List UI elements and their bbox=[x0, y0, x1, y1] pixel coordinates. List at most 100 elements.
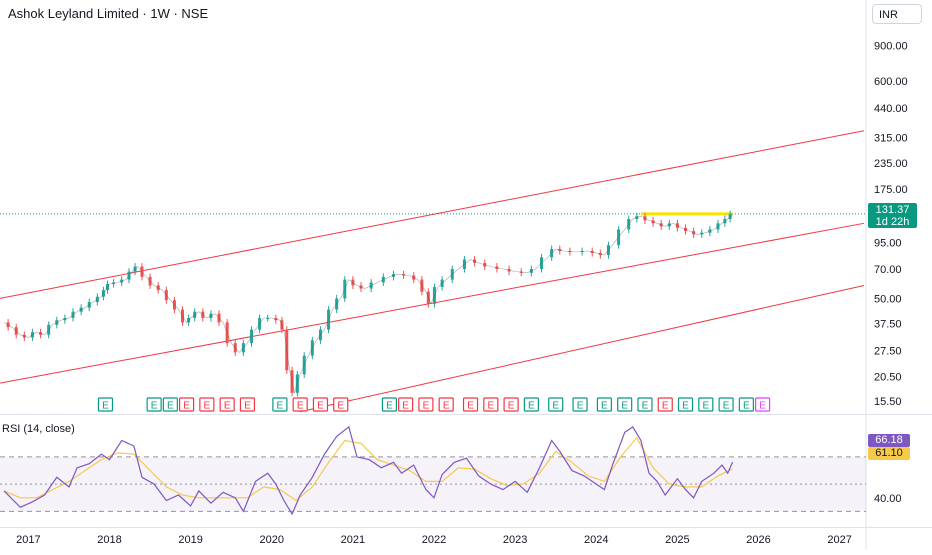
earnings-marker-box bbox=[162, 397, 178, 412]
price-axis-label: 50.00 bbox=[874, 293, 902, 305]
rsi-indicator-label[interactable]: RSI (14, close) bbox=[2, 423, 75, 435]
earnings-marker: E bbox=[398, 397, 414, 412]
earnings-marker: E bbox=[718, 397, 734, 412]
earnings-marker-label: E bbox=[621, 401, 628, 412]
earnings-marker-box bbox=[548, 397, 564, 412]
earnings-marker-label: E bbox=[528, 401, 535, 412]
earnings-marker-label: E bbox=[759, 401, 766, 412]
price-axis-label: 95.00 bbox=[874, 237, 902, 249]
earnings-marker: E bbox=[381, 397, 398, 412]
axes-layer: 900.00 600.00 440.00 315.00 235.00 175.00 95.0… bbox=[16, 41, 908, 546]
earnings-marker-label: E bbox=[337, 401, 344, 412]
earnings-marker-label: E bbox=[423, 401, 430, 412]
earnings-marker: E bbox=[312, 397, 329, 412]
earnings-marker-label: E bbox=[244, 401, 251, 412]
earnings-marker: E bbox=[698, 397, 714, 412]
earnings-marker-label: E bbox=[102, 401, 109, 412]
time-axis-label: 2021 bbox=[341, 534, 365, 546]
earnings-marker: E bbox=[97, 397, 114, 412]
earnings-marker-label: E bbox=[183, 401, 190, 412]
time-axis-label: 2023 bbox=[503, 534, 527, 546]
earnings-marker-box bbox=[503, 397, 519, 412]
rsi-line bbox=[3, 425, 734, 516]
earnings-marker: E bbox=[617, 397, 633, 412]
price-axis-label: 440.00 bbox=[874, 103, 908, 115]
bar-countdown: 1d 22h bbox=[875, 216, 910, 228]
rsi-ma-line bbox=[3, 436, 733, 502]
channel-lines-layer bbox=[0, 130, 866, 413]
time-axis-label: 2018 bbox=[97, 534, 121, 546]
earnings-marker: E bbox=[438, 397, 454, 412]
price-axis-label: 900.00 bbox=[874, 41, 908, 53]
earnings-marker: E bbox=[483, 397, 499, 412]
time-axis-label: 2026 bbox=[746, 534, 770, 546]
earnings-marker-box bbox=[462, 397, 479, 412]
earnings-marker-box bbox=[398, 397, 414, 412]
earnings-marker-box bbox=[754, 397, 771, 412]
price-axis-label: 15.50 bbox=[874, 396, 902, 408]
earnings-marker-box bbox=[333, 397, 349, 412]
channel-line bbox=[0, 130, 865, 299]
time-axis-label: 2022 bbox=[422, 534, 446, 546]
earnings-marker: E bbox=[333, 397, 349, 412]
earnings-marker-label: E bbox=[723, 401, 730, 412]
earnings-marker-label: E bbox=[402, 401, 409, 412]
earnings-marker: E bbox=[239, 397, 256, 412]
earnings-marker-label: E bbox=[467, 401, 474, 412]
currency-button[interactable]: INR bbox=[872, 4, 922, 24]
earnings-marker: E bbox=[199, 397, 215, 412]
earnings-marker-box bbox=[146, 397, 162, 412]
last-price-tag: 131.37 1d 22h bbox=[868, 203, 917, 228]
earnings-marker-box bbox=[178, 397, 195, 412]
price-close-line bbox=[3, 213, 733, 394]
earnings-marker-box bbox=[292, 397, 308, 412]
rsi-ma-value-tag: 61.10 bbox=[868, 447, 910, 460]
time-axis-label: 2019 bbox=[178, 534, 202, 546]
earnings-marker: E bbox=[292, 397, 308, 412]
earnings-marker-label: E bbox=[662, 401, 669, 412]
price-axis-label: 600.00 bbox=[874, 76, 908, 88]
earnings-marker: E bbox=[754, 397, 771, 412]
earnings-marker-label: E bbox=[702, 401, 709, 412]
earnings-marker-label: E bbox=[386, 401, 393, 412]
earnings-marker-box bbox=[418, 397, 434, 412]
symbol-title[interactable]: Ashok Leyland Limited · 1W · NSE bbox=[8, 6, 209, 21]
price-axis-label: 27.50 bbox=[874, 346, 902, 358]
time-axis-label: 2027 bbox=[827, 534, 851, 546]
earnings-marker-label: E bbox=[204, 401, 211, 412]
earnings-marker: E bbox=[637, 397, 653, 412]
earnings-marker-label: E bbox=[277, 401, 284, 412]
rsi-pane bbox=[0, 425, 866, 516]
earnings-marker-box bbox=[438, 397, 454, 412]
earnings-marker-label: E bbox=[151, 401, 158, 412]
earnings-marker-label: E bbox=[487, 401, 494, 412]
earnings-marker-box bbox=[677, 397, 694, 412]
time-axis-label: 2024 bbox=[584, 534, 608, 546]
price-axis-label: 175.00 bbox=[874, 184, 908, 196]
earnings-marker-box bbox=[381, 397, 398, 412]
time-axis-label: 2020 bbox=[260, 534, 284, 546]
price-axis-label: 315.00 bbox=[874, 132, 908, 144]
earnings-marker-box bbox=[219, 397, 235, 412]
price-axis-label: 37.50 bbox=[874, 319, 902, 331]
price-axis-label: 20.50 bbox=[874, 371, 902, 383]
earnings-marker-label: E bbox=[443, 401, 450, 412]
earnings-marker-label: E bbox=[601, 401, 608, 412]
earnings-marker-label: E bbox=[317, 401, 324, 412]
earnings-marker: E bbox=[677, 397, 694, 412]
earnings-marker-box bbox=[199, 397, 215, 412]
last-price-value: 131.37 bbox=[875, 204, 910, 216]
earnings-marker: E bbox=[548, 397, 564, 412]
earnings-marker: E bbox=[418, 397, 434, 412]
earnings-marker-box bbox=[312, 397, 329, 412]
earnings-marker-box bbox=[523, 397, 539, 412]
rsi-axis-label: 40.00 bbox=[874, 493, 902, 505]
earnings-marker: E bbox=[146, 397, 162, 412]
earnings-marker: E bbox=[178, 397, 195, 412]
earnings-marker: E bbox=[219, 397, 235, 412]
time-axis-label: 2025 bbox=[665, 534, 689, 546]
